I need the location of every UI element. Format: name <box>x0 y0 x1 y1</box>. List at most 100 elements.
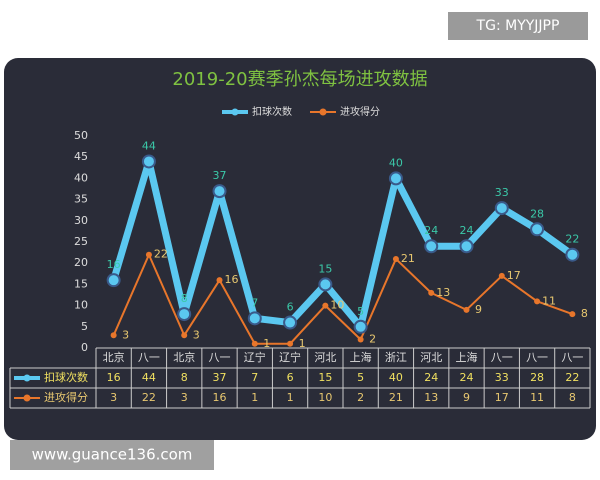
x-tick-label: 河北 <box>420 351 442 364</box>
table-cell: 8 <box>181 371 188 384</box>
chart-panel <box>4 58 596 440</box>
data-point <box>212 184 227 199</box>
watermark: TG: MYYJJPP <box>476 18 560 34</box>
table-row-label: 进攻得分 <box>44 390 88 404</box>
data-label: 8 <box>581 307 588 320</box>
legend-label: 扣球次数 <box>252 105 292 118</box>
table-cell: 8 <box>569 391 576 404</box>
data-label: 24 <box>424 224 438 237</box>
data-point <box>145 251 152 258</box>
data-point <box>141 154 156 169</box>
table-cell: 44 <box>142 371 156 384</box>
data-label: 16 <box>107 258 121 271</box>
table-cell: 37 <box>213 371 227 384</box>
table-cell: 11 <box>530 391 544 404</box>
data-point <box>424 239 439 254</box>
data-label: 9 <box>475 303 482 316</box>
legend-label: 进攻得分 <box>340 105 380 118</box>
data-point <box>110 332 117 339</box>
data-point <box>428 289 435 296</box>
table-cell: 6 <box>287 371 294 384</box>
table-cell: 9 <box>463 391 470 404</box>
x-tick-label: 八一 <box>526 351 548 364</box>
y-tick-label: 0 <box>81 341 88 354</box>
data-label: 16 <box>225 273 239 286</box>
table-cell: 7 <box>251 371 258 384</box>
table-cell: 10 <box>318 391 332 404</box>
y-tick-label: 25 <box>74 235 88 248</box>
watermark: www.guance136.com <box>32 446 193 464</box>
table-cell: 15 <box>318 371 332 384</box>
y-tick-label: 30 <box>74 214 88 227</box>
table-cell: 24 <box>460 371 474 384</box>
data-point <box>251 340 258 347</box>
data-label: 24 <box>460 224 474 237</box>
data-label: 10 <box>330 299 344 312</box>
x-tick-label: 八一 <box>561 351 583 364</box>
y-tick-label: 50 <box>74 129 88 142</box>
series-line <box>110 157 575 331</box>
data-label: 3 <box>193 328 200 341</box>
data-point <box>322 302 329 309</box>
table-cell: 28 <box>530 371 544 384</box>
data-point <box>530 222 545 237</box>
data-point <box>106 273 121 288</box>
x-tick-label: 辽宁 <box>279 350 301 364</box>
table-cell: 5 <box>357 371 364 384</box>
table-row-label: 扣球次数 <box>44 370 88 384</box>
x-tick-label: 上海 <box>350 350 372 364</box>
data-label: 44 <box>142 139 156 152</box>
data-label: 7 <box>251 296 258 309</box>
data-point <box>494 201 509 216</box>
data-point <box>392 255 399 262</box>
table-cell: 24 <box>424 371 438 384</box>
x-tick-label: 北京 <box>103 350 125 364</box>
data-point <box>283 315 298 330</box>
y-tick-label: 45 <box>74 150 88 163</box>
table-cell: 21 <box>389 391 403 404</box>
data-label: 37 <box>213 169 227 182</box>
data-label: 22 <box>154 248 168 261</box>
data-point <box>247 311 262 326</box>
data-label: 22 <box>565 233 579 246</box>
x-tick-label: 北京 <box>173 350 195 364</box>
data-label: 11 <box>542 294 556 307</box>
data-label: 17 <box>507 269 521 282</box>
data-point <box>459 239 474 254</box>
data-label: 3 <box>122 328 129 341</box>
y-tick-label: 40 <box>74 171 88 184</box>
data-label: 2 <box>369 333 376 346</box>
table-cell: 17 <box>495 391 509 404</box>
x-tick-label: 辽宁 <box>244 350 266 364</box>
data-point <box>216 277 223 284</box>
table-cell: 13 <box>424 391 438 404</box>
x-tick-label: 八一 <box>491 351 513 364</box>
data-label: 8 <box>181 292 188 305</box>
x-tick-label: 浙江 <box>385 351 407 364</box>
x-tick-label: 河北 <box>314 351 336 364</box>
data-label: 40 <box>389 156 403 169</box>
data-point <box>318 277 333 292</box>
x-tick-label: 八一 <box>138 351 160 364</box>
table-cell: 1 <box>251 391 258 404</box>
data-point <box>463 306 470 313</box>
y-tick-label: 15 <box>74 277 88 290</box>
data-label: 6 <box>287 301 294 314</box>
data-point <box>181 332 188 339</box>
x-tick-label: 上海 <box>456 350 478 364</box>
table-cell: 16 <box>213 391 227 404</box>
data-label: 33 <box>495 186 509 199</box>
y-tick-label: 10 <box>74 299 88 312</box>
data-label: 28 <box>530 207 544 220</box>
data-label: 21 <box>401 252 415 265</box>
data-point <box>287 340 294 347</box>
table-cell: 2 <box>357 391 364 404</box>
watermark-box <box>448 12 588 40</box>
y-tick-label: 20 <box>74 256 88 269</box>
table-cell: 3 <box>181 391 188 404</box>
table-cell: 22 <box>565 371 579 384</box>
table-cell: 33 <box>495 371 509 384</box>
table-cell: 22 <box>142 391 156 404</box>
